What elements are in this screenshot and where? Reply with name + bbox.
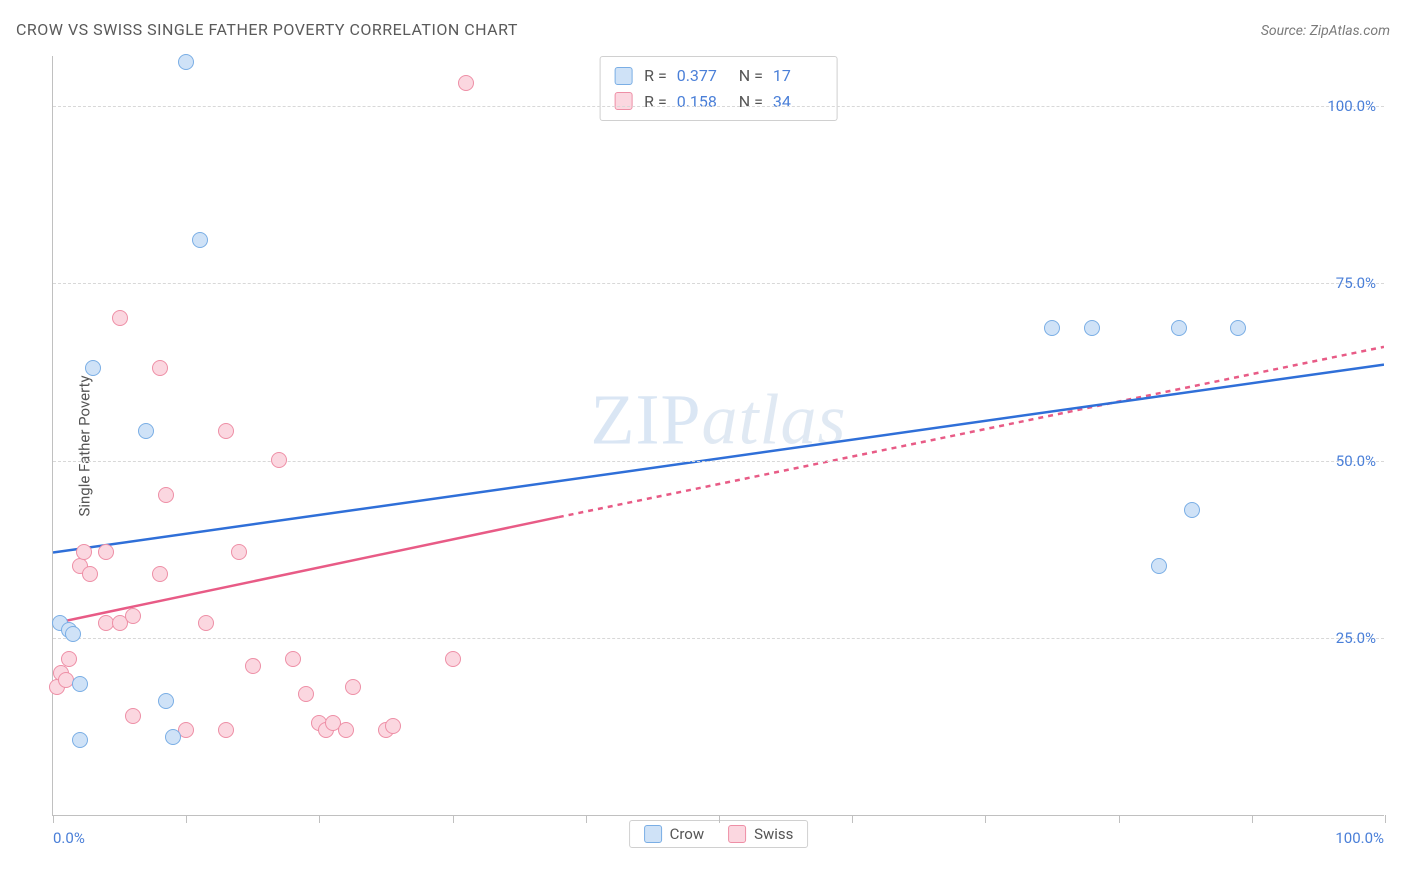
gridline bbox=[53, 106, 1384, 107]
x-tick bbox=[852, 815, 853, 823]
swiss-point bbox=[218, 722, 234, 738]
crow-point bbox=[85, 360, 101, 376]
swiss-point bbox=[271, 452, 287, 468]
x-tick bbox=[319, 815, 320, 823]
stat-r-label: R = bbox=[644, 63, 667, 89]
crow-point bbox=[1171, 320, 1187, 336]
swiss-point bbox=[231, 544, 247, 560]
legend-item-swiss: Swiss bbox=[728, 825, 793, 843]
chart-title: CROW VS SWISS SINGLE FATHER POVERTY CORR… bbox=[16, 20, 518, 39]
swiss-point bbox=[285, 651, 301, 667]
crow-point bbox=[1084, 320, 1100, 336]
crow-point bbox=[1151, 558, 1167, 574]
crow-point bbox=[158, 693, 174, 709]
swiss-point bbox=[158, 487, 174, 503]
stat-n-crow: 17 bbox=[773, 63, 823, 89]
scatter-chart: ZIPatlas R = 0.377 N = 17 R = 0.158 N = … bbox=[52, 56, 1384, 816]
watermark-zip: ZIP bbox=[590, 380, 701, 460]
crow-point bbox=[192, 232, 208, 248]
watermark-atlas: atlas bbox=[701, 380, 846, 460]
swiss-point bbox=[152, 566, 168, 582]
crow-point bbox=[1230, 320, 1246, 336]
y-tick-label: 50.0% bbox=[1336, 452, 1376, 470]
swiss-point bbox=[61, 651, 77, 667]
stat-r-label: R = bbox=[644, 89, 667, 115]
swiss-point bbox=[445, 651, 461, 667]
crow-point bbox=[138, 423, 154, 439]
x-tick bbox=[1119, 815, 1120, 823]
swiss-point bbox=[298, 686, 314, 702]
swiss-swatch-icon bbox=[614, 92, 632, 110]
swiss-point bbox=[82, 566, 98, 582]
crow-point bbox=[72, 676, 88, 692]
crow-point bbox=[72, 732, 88, 748]
stat-n-label: N = bbox=[739, 89, 763, 115]
swiss-point bbox=[245, 658, 261, 674]
series-legend: Crow Swiss bbox=[629, 820, 809, 848]
x-tick bbox=[1252, 815, 1253, 823]
swiss-point bbox=[458, 75, 474, 91]
gridline bbox=[53, 638, 1384, 639]
crow-swatch-icon bbox=[614, 67, 632, 85]
legend-swiss-label: Swiss bbox=[754, 825, 793, 843]
trend-lines bbox=[53, 56, 1384, 815]
stats-row-crow: R = 0.377 N = 17 bbox=[614, 63, 823, 89]
swiss-point bbox=[112, 310, 128, 326]
chart-header: CROW VS SWISS SINGLE FATHER POVERTY CORR… bbox=[16, 20, 1390, 39]
crow-point bbox=[178, 54, 194, 70]
y-tick-label: 100.0% bbox=[1327, 97, 1376, 115]
x-axis-label-min: 0.0% bbox=[53, 829, 85, 847]
gridline bbox=[53, 283, 1384, 284]
swiss-point bbox=[198, 615, 214, 631]
stat-n-swiss: 34 bbox=[773, 89, 823, 115]
swiss-point bbox=[76, 544, 92, 560]
gridline bbox=[53, 461, 1384, 462]
x-tick bbox=[186, 815, 187, 823]
crow-point bbox=[1184, 502, 1200, 518]
x-tick bbox=[1385, 815, 1386, 823]
swiss-point bbox=[125, 708, 141, 724]
x-tick bbox=[719, 815, 720, 823]
x-axis-label-max: 100.0% bbox=[1335, 829, 1384, 847]
swiss-point bbox=[125, 608, 141, 624]
stat-n-label: N = bbox=[739, 63, 763, 89]
x-tick bbox=[985, 815, 986, 823]
crow-point bbox=[165, 729, 181, 745]
swiss-point bbox=[218, 423, 234, 439]
legend-crow-label: Crow bbox=[670, 825, 705, 843]
stats-legend: R = 0.377 N = 17 R = 0.158 N = 34 bbox=[599, 56, 838, 121]
x-tick bbox=[586, 815, 587, 823]
chart-source: Source: ZipAtlas.com bbox=[1261, 23, 1390, 39]
swiss-swatch-icon bbox=[728, 825, 746, 843]
stat-r-crow: 0.377 bbox=[677, 63, 727, 89]
x-tick bbox=[453, 815, 454, 823]
legend-item-crow: Crow bbox=[644, 825, 705, 843]
stat-r-swiss: 0.158 bbox=[677, 89, 727, 115]
swiss-point bbox=[338, 722, 354, 738]
crow-swatch-icon bbox=[644, 825, 662, 843]
y-tick-label: 75.0% bbox=[1336, 274, 1376, 292]
crow-point bbox=[65, 626, 81, 642]
x-tick bbox=[53, 815, 54, 823]
stats-row-swiss: R = 0.158 N = 34 bbox=[614, 89, 823, 115]
swiss-point bbox=[152, 360, 168, 376]
y-tick-label: 25.0% bbox=[1336, 629, 1376, 647]
crow-point bbox=[1044, 320, 1060, 336]
swiss-point bbox=[98, 544, 114, 560]
swiss-point bbox=[345, 679, 361, 695]
swiss-point bbox=[385, 718, 401, 734]
watermark: ZIPatlas bbox=[590, 379, 846, 462]
